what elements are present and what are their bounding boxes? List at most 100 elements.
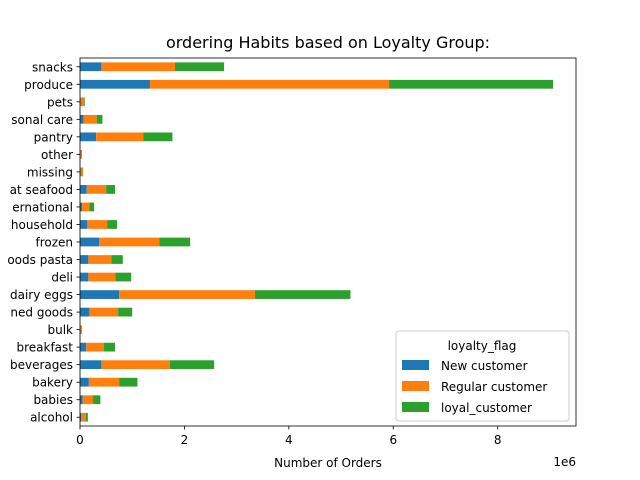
bar-household-series-0: [80, 220, 88, 229]
bar-pantry-series-0: [80, 132, 97, 142]
bar-beverages-series-1: [101, 360, 170, 370]
bar-dry-goods-pasta-series-2: [111, 255, 123, 264]
x-axis: 0 2 4 6 8: [76, 426, 502, 447]
plot-frame: [79, 57, 577, 427]
bar-dairy-eggs-series-2: [254, 290, 351, 299]
legend-label-1: Regular customer: [441, 380, 547, 394]
bar-snacks-series-2: [175, 62, 225, 72]
legend: loyalty_flag New customer Regular custome…: [395, 330, 570, 422]
legend-swatch-2: [402, 402, 429, 412]
legend-frame: [395, 330, 570, 422]
y-tick-label: frozen: [35, 236, 73, 250]
bar-personal-care-series-0: [80, 114, 84, 124]
bar-alcohol-series-0: [80, 412, 82, 422]
x-tick-label: 0: [76, 433, 84, 447]
bar-pets-series-2: [83, 97, 85, 107]
legend-label-2: loyal_customer: [441, 401, 532, 415]
bar-meat-seafood-series-0: [80, 185, 87, 194]
bar-frozen-series-1: [99, 237, 160, 247]
bar-dairy-eggs-series-1: [119, 290, 255, 299]
x-axis-offset-label: 1e6: [553, 455, 576, 469]
bar-babies-series-0: [80, 395, 83, 405]
bar-dairy-eggs-series-0: [80, 290, 120, 299]
x-axis-label: Number of Orders: [274, 456, 382, 470]
y-tick-label: at seafood: [10, 183, 73, 197]
bar-deli-series-2: [115, 272, 132, 282]
y-tick-label: breakfast: [16, 341, 73, 355]
bar-personal-care-series-1: [83, 114, 97, 124]
bar-babies-series-1: [82, 395, 94, 405]
y-tick-label: missing: [27, 165, 73, 179]
bar-canned-goods-series-1: [89, 307, 119, 317]
y-tick-label: babies: [33, 393, 73, 407]
bar-personal-care-series-2: [96, 114, 103, 124]
legend-label-0: New customer: [441, 359, 528, 373]
bar-bulk-series-1: [80, 325, 82, 334]
bar-international-series-2: [89, 202, 95, 212]
bar-international-series-1: [82, 202, 90, 212]
x-tick-label: 6: [389, 433, 397, 447]
y-tick-label: ned goods: [10, 306, 73, 320]
bar-meat-seafood-series-1: [86, 185, 107, 194]
chart-title: ordering Habits based on Loyalty Group:: [166, 33, 490, 52]
bar-breakfast-series-2: [104, 342, 115, 352]
bar-dry-goods-pasta-series-0: [80, 255, 89, 264]
bar-missing-series-1: [80, 167, 83, 177]
bar-breakfast-series-0: [80, 342, 87, 352]
bar-bakery-series-0: [80, 377, 89, 387]
bar-beverages-series-0: [80, 360, 102, 370]
bar-international-series-0: [80, 202, 83, 212]
y-tick-label: oods pasta: [7, 253, 73, 267]
legend-swatch-1: [402, 381, 429, 391]
y-tick-label: snacks: [32, 60, 73, 74]
bar-household-series-1: [87, 220, 108, 229]
legend-swatch-0: [402, 360, 429, 370]
bar-frozen-series-0: [80, 237, 100, 247]
bar-snacks-series-1: [101, 62, 176, 72]
bars-group: [80, 62, 554, 422]
bar-frozen-series-2: [159, 237, 191, 247]
y-tick-label: produce: [24, 78, 73, 92]
y-tick-label: beverages: [10, 358, 73, 372]
bar-canned-goods-series-2: [118, 307, 133, 317]
y-tick-label: pantry: [34, 130, 73, 144]
bar-beverages-series-2: [169, 360, 215, 370]
bar-snacks-series-0: [80, 62, 102, 72]
y-tick-label: household: [11, 218, 73, 232]
bar-deli-series-0: [80, 272, 89, 282]
bar-deli-series-1: [88, 272, 116, 282]
bar-bakery-series-1: [88, 377, 120, 387]
bar-dry-goods-pasta-series-1: [88, 255, 112, 264]
x-tick-label: 2: [181, 433, 189, 447]
y-axis: alcohol babies bakery beverages breakfast bul…: [7, 60, 80, 425]
bar-other-series-2: [81, 150, 82, 159]
bar-produce-series-1: [149, 79, 390, 89]
bar-alcohol-series-1: [81, 412, 86, 422]
bar-alcohol-series-2: [85, 412, 88, 422]
bar-canned-goods-series-0: [80, 307, 90, 317]
bar-bakery-series-2: [119, 377, 138, 387]
legend-title: loyalty_flag: [448, 339, 517, 353]
y-tick-label: alcohol: [30, 411, 73, 425]
y-tick-label: bakery: [32, 376, 73, 390]
bar-pets-series-1: [80, 97, 84, 107]
bar-household-series-2: [107, 220, 118, 229]
y-tick-label: pets: [47, 95, 73, 109]
bar-produce-series-2: [389, 79, 554, 89]
bar-pantry-series-2: [143, 132, 173, 142]
y-tick-label: other: [41, 148, 73, 162]
y-tick-label: sonal care: [11, 113, 73, 127]
y-tick-label: deli: [51, 271, 73, 285]
bar-breakfast-series-1: [86, 342, 105, 352]
bar-missing-series-2: [82, 167, 84, 177]
bar-babies-series-2: [93, 395, 101, 405]
bar-produce-series-0: [80, 79, 150, 89]
y-tick-label: ernational: [12, 200, 73, 214]
bar-bulk-series-2: [81, 325, 82, 334]
y-tick-label: dairy eggs: [10, 288, 73, 302]
bar-other-series-1: [80, 150, 82, 159]
bar-meat-seafood-series-2: [106, 185, 115, 194]
y-tick-label: bulk: [47, 323, 73, 337]
bar-pantry-series-1: [96, 132, 144, 142]
